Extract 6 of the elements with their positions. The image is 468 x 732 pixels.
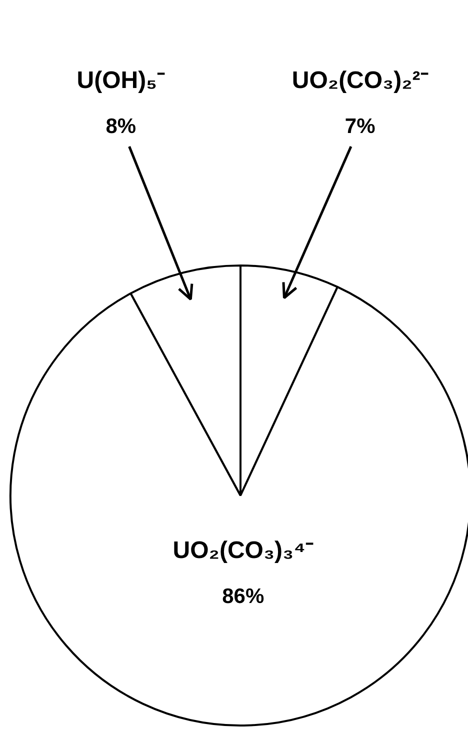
data-label: 86% — [222, 585, 264, 608]
slice-label: UO₂(CO₃)₂²⁻ — [292, 67, 428, 94]
data-label: 7% — [344, 115, 376, 138]
slice-label: UO₂(CO₃)₃⁴⁻ — [172, 537, 314, 564]
slice-label: U(OH)₅⁻ — [76, 67, 166, 94]
data-label: 8% — [106, 115, 136, 138]
